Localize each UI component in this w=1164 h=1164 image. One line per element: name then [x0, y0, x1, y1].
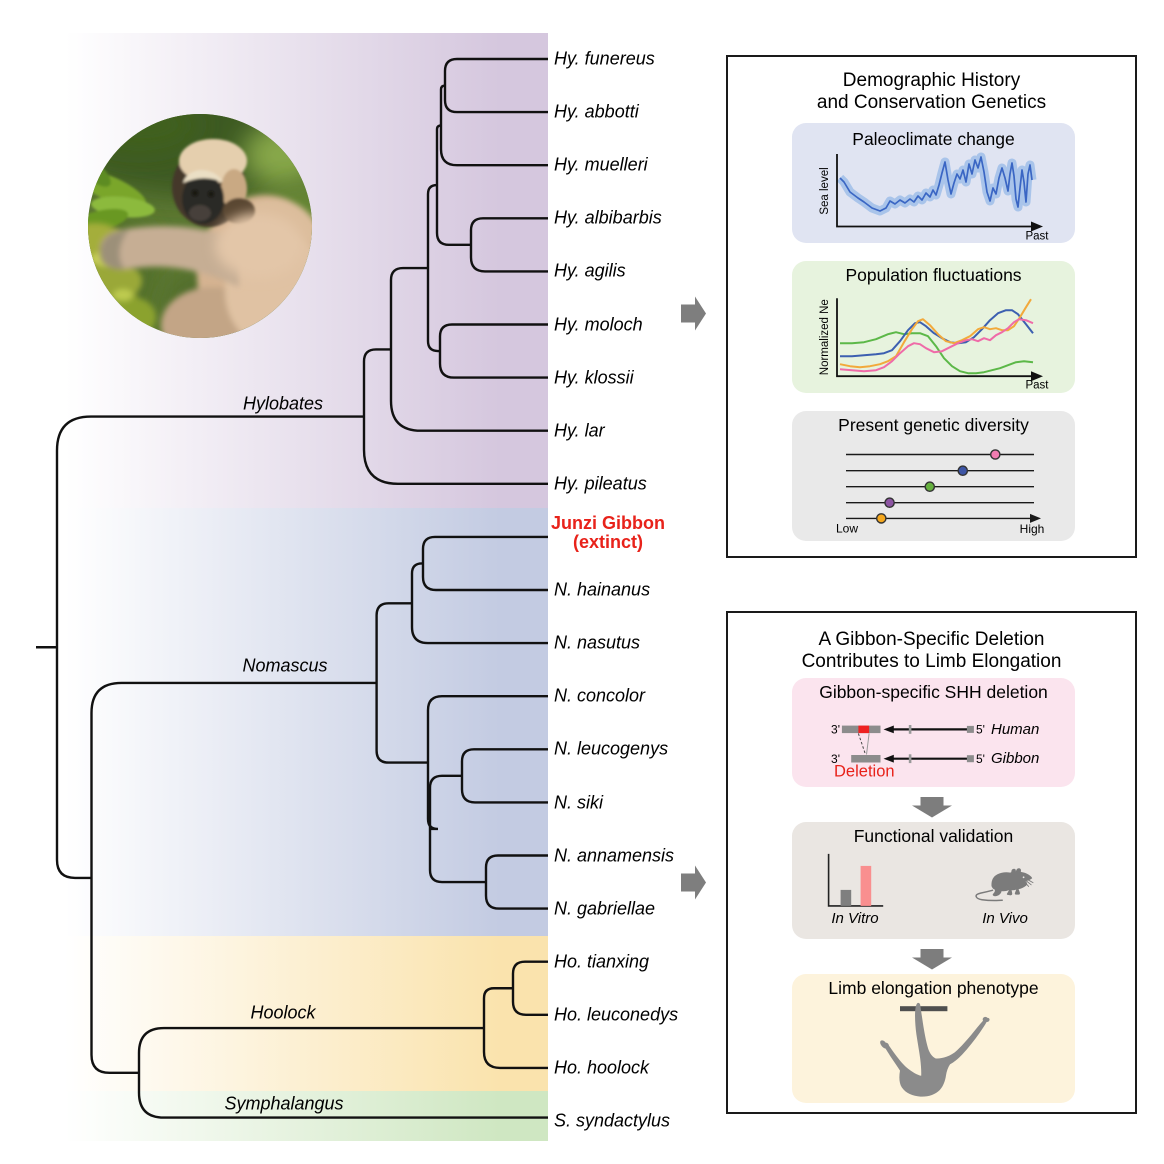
- svg-text:In Vivo: In Vivo: [982, 910, 1028, 927]
- svg-text:In Vitro: In Vitro: [831, 910, 878, 927]
- svg-text:Normalized Ne: Normalized Ne: [819, 299, 831, 375]
- svg-text:Low: Low: [836, 522, 858, 536]
- svg-text:Past: Past: [1025, 231, 1049, 243]
- svg-text:Human: Human: [991, 721, 1039, 738]
- svg-text:Gibbon: Gibbon: [991, 750, 1039, 767]
- svg-text:Past: Past: [1025, 380, 1049, 392]
- svg-text:5': 5': [976, 723, 985, 737]
- svg-text:High: High: [1020, 522, 1045, 536]
- svg-text:5': 5': [976, 752, 985, 766]
- svg-text:3': 3': [831, 723, 840, 737]
- svg-text:3': 3': [831, 752, 840, 766]
- svg-text:Deletion: Deletion: [834, 763, 895, 781]
- svg-text:Sea level: Sea level: [819, 167, 831, 214]
